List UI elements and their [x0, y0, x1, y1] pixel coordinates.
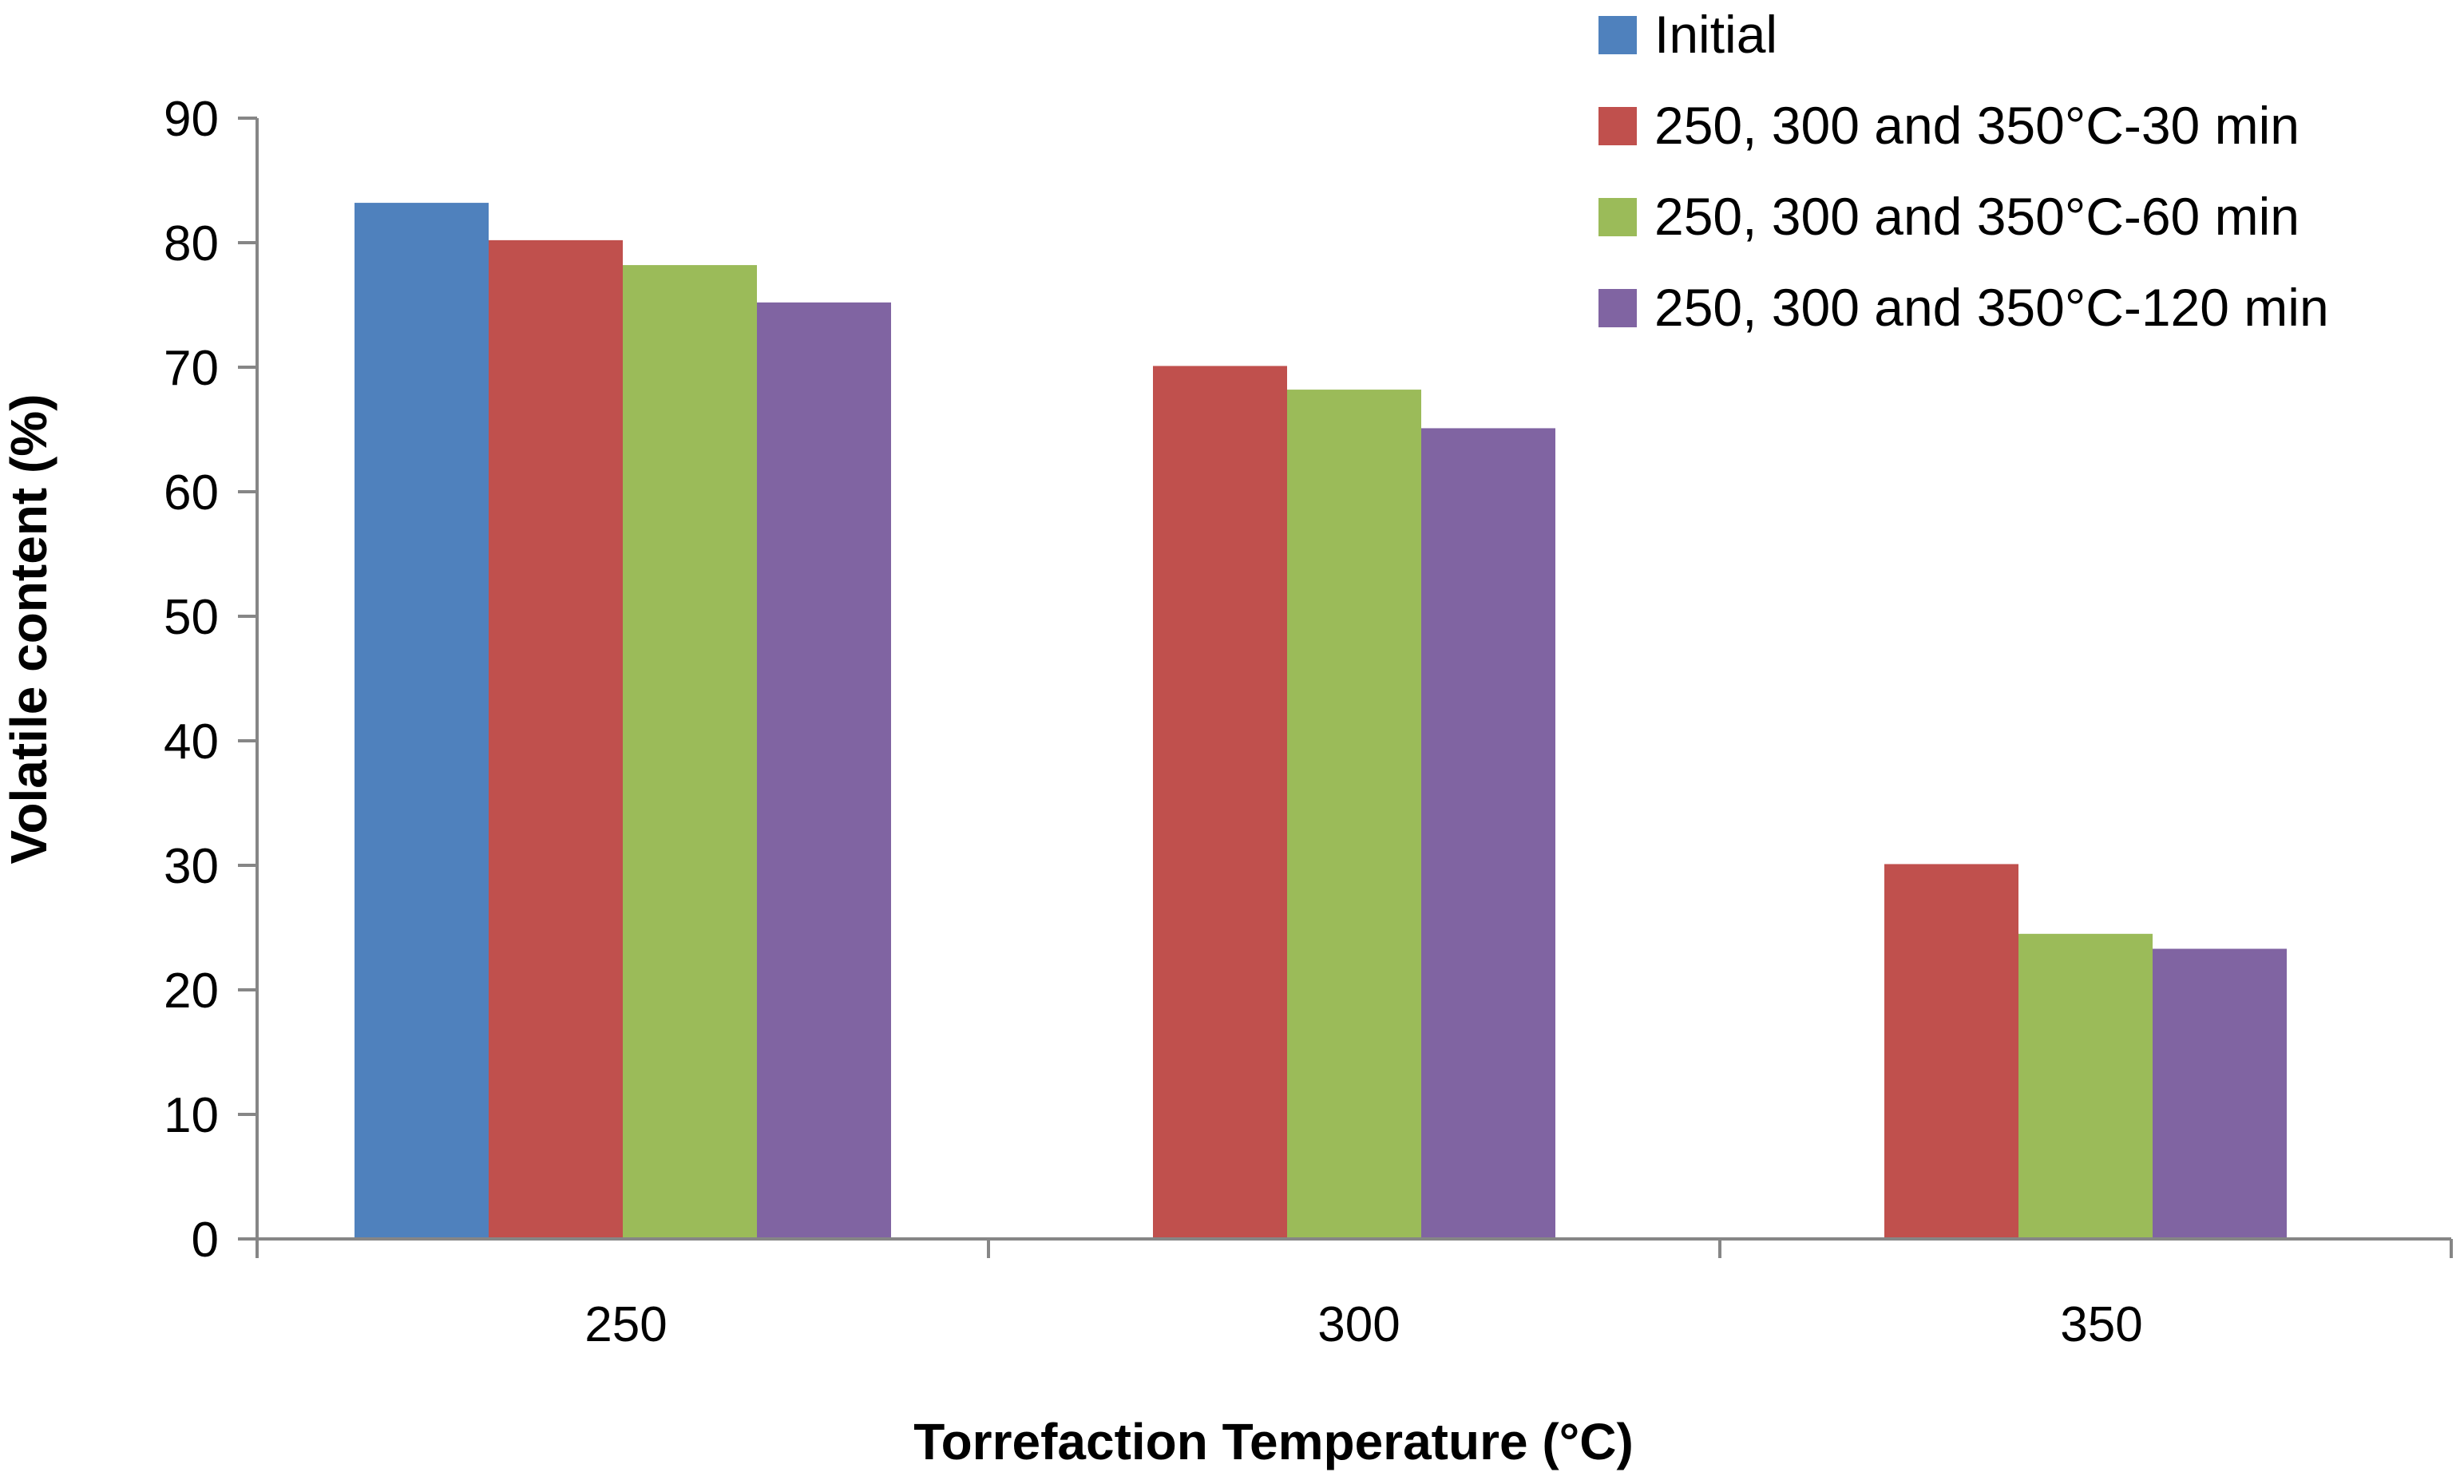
axes-layer [256, 118, 2451, 1241]
legend-swatch-250-300-and-350-c-30-min [1598, 107, 1637, 145]
y-tick-label: 10 [164, 1088, 219, 1143]
y-tick-label: 20 [164, 964, 219, 1019]
legend-swatch-250-300-and-350-c-120-min [1598, 289, 1637, 327]
bar-250-300-and-350-c-30-min-250 [489, 239, 623, 1239]
y-tick-label: 30 [164, 839, 219, 894]
bars-layer [355, 203, 2287, 1240]
y-axis-title: Volatile content (%) [0, 394, 57, 864]
legend: Initial 250, 300 and 350°C-30 min 250, 300… [1598, 5, 2329, 337]
legend-swatch-initial [1598, 16, 1637, 54]
y-tick-label: 70 [164, 341, 219, 396]
bar-250-300-and-350-c-60-min-300 [1287, 390, 1421, 1240]
bar-250-300-and-350-c-60-min-350 [2018, 933, 2153, 1239]
y-tick-label: 60 [164, 465, 219, 520]
bar-250-300-and-350-c-30-min-300 [1153, 366, 1287, 1240]
y-tick-label: 0 [192, 1213, 219, 1268]
bar-250-300-and-350-c-120-min-300 [1421, 428, 1555, 1239]
legend-label-250-300-and-350-c-30-min: 250, 300 and 350°C-30 min [1654, 96, 2300, 155]
x-tick-label-350: 350 [2060, 1297, 2142, 1352]
bar-initial-250 [355, 203, 489, 1240]
bar-250-300-and-350-c-120-min-250 [757, 302, 891, 1239]
x-axis-title: Torrefaction Temperature (°C) [913, 1413, 1634, 1470]
ticks-layer: 0 10 20 30 40 50 60 70 80 90 250 300 350 [164, 92, 2453, 1352]
legend-label-250-300-and-350-c-120-min: 250, 300 and 350°C-120 min [1654, 278, 2329, 337]
y-tick-label: 50 [164, 590, 219, 645]
y-tick-label: 40 [164, 714, 219, 770]
legend-label-250-300-and-350-c-60-min: 250, 300 and 350°C-60 min [1654, 187, 2300, 246]
y-tick-label: 80 [164, 216, 219, 271]
bar-250-300-and-350-c-30-min-350 [1884, 864, 2018, 1239]
bar-250-300-and-350-c-120-min-350 [2153, 948, 2287, 1239]
legend-swatch-250-300-and-350-c-60-min [1598, 198, 1637, 236]
y-tick-label: 90 [164, 92, 219, 147]
legend-label-initial: Initial [1654, 5, 1777, 64]
x-tick-label-300: 300 [1317, 1297, 1400, 1352]
bar-250-300-and-350-c-60-min-250 [623, 265, 757, 1240]
x-tick-label-250: 250 [584, 1297, 667, 1352]
